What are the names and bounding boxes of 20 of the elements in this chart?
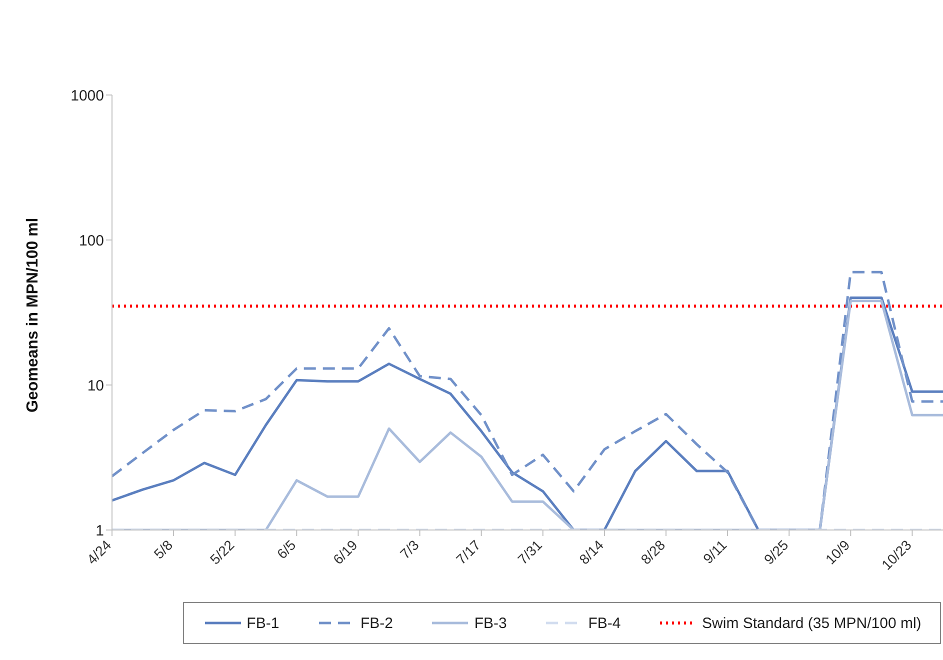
y-axis-title: Geomeans in MPN/100 ml	[24, 218, 42, 412]
y-tick-label: 1	[96, 522, 104, 540]
x-tick-label: 6/19	[330, 536, 360, 568]
x-tick-label: 7/3	[396, 536, 422, 562]
legend-label: FB-2	[360, 614, 394, 632]
x-tick-label: 7/31	[514, 536, 546, 568]
y-tick-label: 10	[87, 377, 104, 394]
x-tick-label: 8/14	[576, 536, 607, 568]
x-tick-label: 9/11	[700, 536, 730, 567]
x-tick-label: 4/24	[84, 536, 114, 568]
legend-label: FB-4	[587, 614, 621, 632]
y-tick-label: 1000	[70, 87, 104, 104]
legend-label: Swim Standard (35 MPN/100 ml)	[701, 614, 922, 632]
y-tick-label: 100	[78, 232, 104, 250]
x-tick-label: 5/8	[150, 536, 176, 562]
x-tick-label: 8/28	[638, 536, 668, 568]
x-tick-label: 6/5	[274, 536, 299, 562]
x-tick-label: 5/22	[206, 536, 238, 568]
legend-label: FB-3	[473, 614, 507, 632]
legend-label: FB-1	[246, 614, 280, 632]
